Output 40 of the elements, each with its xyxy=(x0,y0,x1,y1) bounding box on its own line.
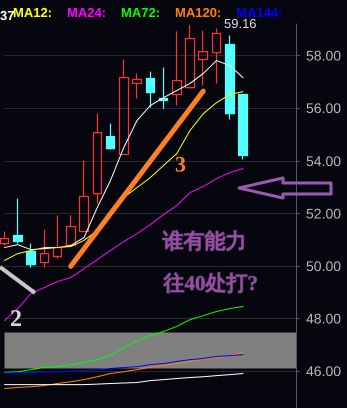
y-tick-label: 56.00 xyxy=(306,100,342,116)
line-series xyxy=(4,60,244,250)
text: MA12: xyxy=(13,5,52,20)
candlestick xyxy=(238,94,248,160)
text: MA72: xyxy=(121,5,160,20)
text: MA24: xyxy=(67,5,106,20)
candlestick xyxy=(172,30,182,106)
annotation: 谁有能力 xyxy=(162,229,246,253)
line-series xyxy=(4,306,244,373)
candlestick xyxy=(106,123,116,150)
line-series xyxy=(4,354,244,374)
annotation: 2 xyxy=(10,306,22,332)
candlestick xyxy=(198,30,208,86)
candlestick xyxy=(224,34,236,120)
y-tick-label: 54.00 xyxy=(306,152,342,169)
candlestick xyxy=(132,72,142,100)
candlestick xyxy=(92,113,102,204)
line-series xyxy=(4,373,244,386)
candlestick xyxy=(146,71,156,108)
candlestick xyxy=(118,58,130,156)
candlestick xyxy=(12,198,24,244)
candlestick xyxy=(52,214,62,260)
y-tick-label: 50.00 xyxy=(306,258,342,274)
text: 37 xyxy=(0,8,14,23)
candlestick xyxy=(212,28,222,84)
y-tick-label: 46.00 xyxy=(306,363,342,380)
candlestick xyxy=(78,160,90,232)
y-tick-label: 52.00 xyxy=(306,205,342,222)
annotation: 往40处打? xyxy=(162,271,258,295)
candlestick xyxy=(0,230,10,246)
candlestick xyxy=(26,243,36,268)
text: MA120: xyxy=(175,5,222,20)
y-tick-label: 48.00 xyxy=(306,310,342,327)
candlestick xyxy=(40,229,50,268)
annotation: 3 xyxy=(175,152,186,176)
line-series xyxy=(4,352,244,390)
y-tick-label: 58.00 xyxy=(306,48,342,64)
candlestick xyxy=(66,214,76,246)
candlestick xyxy=(158,67,168,110)
candlestick xyxy=(184,24,196,90)
